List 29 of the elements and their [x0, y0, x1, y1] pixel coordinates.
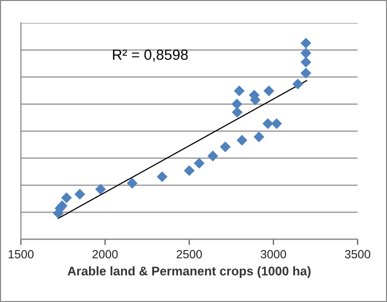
point — [156, 171, 168, 182]
x-tick-label: 1500 — [8, 250, 34, 258]
point — [207, 150, 218, 162]
annotation: R² = 0,8598 — [113, 50, 188, 62]
point — [236, 134, 248, 146]
x-axis-title: Arable land & Permanent crops (1000 ha) — [68, 266, 311, 278]
point — [234, 85, 245, 96]
x-tick-label: 3500 — [344, 250, 370, 258]
point — [263, 85, 274, 96]
point — [300, 68, 312, 79]
point — [61, 192, 72, 204]
point — [74, 188, 86, 200]
point — [262, 118, 274, 129]
point — [292, 78, 304, 90]
point — [254, 132, 264, 142]
point — [300, 48, 312, 59]
point — [300, 38, 312, 49]
x-tick-label: 3000 — [260, 250, 286, 258]
point — [300, 56, 312, 68]
point — [184, 165, 195, 176]
point — [232, 106, 243, 118]
point — [126, 178, 138, 189]
point — [95, 184, 106, 195]
point — [271, 118, 282, 129]
point — [194, 158, 205, 169]
x-tick-label: 2500 — [176, 250, 202, 258]
point — [232, 98, 242, 110]
x-tick-label: 2000 — [92, 250, 118, 258]
point — [220, 142, 231, 152]
